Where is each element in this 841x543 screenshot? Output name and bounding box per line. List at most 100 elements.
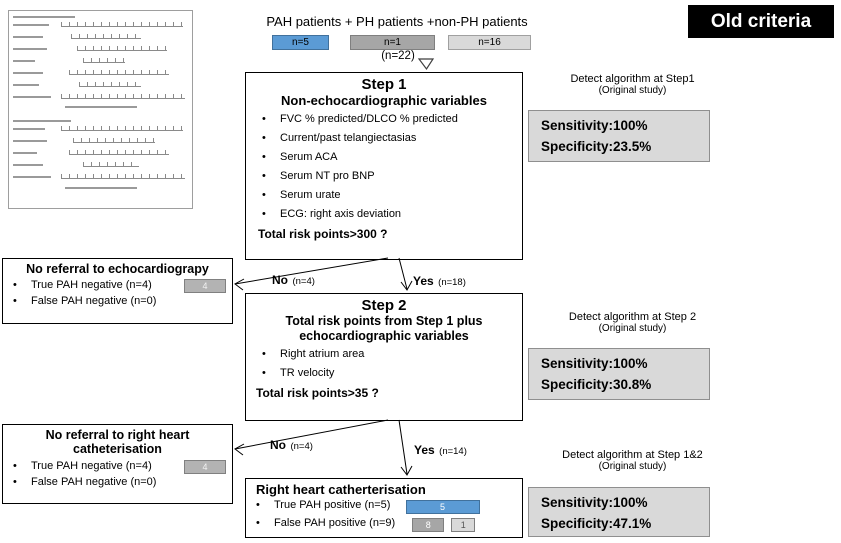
- step1-box: Step 1 Non-echocardiographic variables F…: [245, 72, 523, 260]
- ph-count-badge: 8: [412, 518, 445, 532]
- no-rhc-outcome-list: True PAH negative (n=4) 4 False PAH nega…: [3, 459, 232, 489]
- count-badge: 4: [184, 459, 226, 474]
- group-ph-count: n=1: [350, 35, 435, 50]
- nomogram-thumbnail-image: [8, 10, 193, 209]
- pah-count-badge: 5: [405, 500, 480, 514]
- no-echo-referral-box: No referral to echocardiograpy True PAH …: [2, 258, 233, 324]
- outcome-item: True PAH positive (n=5) 5: [246, 499, 522, 514]
- yes-word: Yes: [413, 274, 434, 288]
- group-pah-count: n=5: [272, 35, 329, 50]
- outcome-text: False PAH negative (n=0): [31, 475, 157, 488]
- nonph-count-badge: 1: [451, 518, 476, 532]
- branch1-yes-label: Yes (n=18): [413, 272, 466, 290]
- step1-variable: FVC % predicted/DLCO % predicted: [246, 113, 522, 126]
- combined-performance-box: Sensitivity:100% Specificity:47.1%: [528, 487, 710, 537]
- specificity-value: Specificity:30.8%: [541, 376, 652, 392]
- no-word: No: [270, 438, 286, 452]
- population-label: PAH patients + PH patients +non-PH patie…: [266, 14, 528, 29]
- step2-threshold-question: Total risk points>35 ?: [256, 385, 379, 400]
- outcome-item: True PAH negative (n=4) 4: [3, 279, 232, 294]
- yes-count: (n=18): [438, 277, 466, 288]
- no-echo-outcome-list: True PAH negative (n=4) 4 False PAH nega…: [3, 279, 232, 308]
- step1-variable: Current/past telangiectasias: [246, 132, 522, 145]
- total-count: (n=22): [381, 50, 415, 62]
- subcaption-text: (Original study): [598, 461, 667, 472]
- outcome-text: False PAH negative (n=0): [31, 295, 157, 308]
- sensitivity-value: Sensitivity:100%: [541, 495, 648, 510]
- count-badge: 4: [184, 279, 226, 294]
- thumbnail-row: [13, 149, 188, 155]
- outcome-text: True PAH negative (n=4): [31, 279, 152, 292]
- outcome-item: False PAH negative (n=0): [3, 295, 232, 308]
- thumbnail-row: [13, 69, 188, 75]
- rhc-outcome-list: True PAH positive (n=5) 5 False PAH posi…: [246, 499, 522, 532]
- thumbnail-row: [13, 93, 188, 99]
- step2-variable: Right atrium area: [246, 348, 522, 361]
- thumbnail-row: [13, 161, 188, 167]
- branch2-no-label: No (n=4): [270, 436, 313, 454]
- step1-variable: Serum ACA: [246, 151, 522, 164]
- no-rhc-referral-box: No referral to right heart catheterisati…: [2, 424, 233, 504]
- step2-subtitle: Total risk points from Step 1 plus echoc…: [285, 314, 483, 343]
- thumbnail-row: [13, 21, 188, 27]
- no-word: No: [272, 273, 288, 287]
- no-count: (n=4): [290, 441, 313, 452]
- thumbnail-row: [13, 57, 188, 63]
- sensitivity-value: Sensitivity:100%: [541, 356, 648, 371]
- no-count: (n=4): [292, 276, 315, 287]
- arrowhead-step2-no: [234, 443, 245, 456]
- step2-performance-box: Sensitivity:100% Specificity:30.8%: [528, 348, 710, 400]
- step2-variable-list: Right atrium area TR velocity: [246, 348, 522, 380]
- thumbnail-row: [13, 137, 188, 143]
- thumbnail-row: [13, 117, 188, 123]
- step1-variable: Serum NT pro BNP: [246, 170, 522, 183]
- outcome-item: False PAH positive (n=9) 8 1: [246, 517, 522, 532]
- sensitivity-value: Sensitivity:100%: [541, 118, 648, 133]
- branch2-yes-label: Yes (n=14): [414, 441, 467, 459]
- yes-word: Yes: [414, 443, 435, 457]
- step1-variable: ECG: right axis deviation: [246, 208, 522, 221]
- outcome-text: True PAH positive (n=5): [274, 499, 391, 511]
- specificity-value: Specificity:23.5%: [541, 138, 652, 154]
- caption-text: Detect algorithm at Step 2: [568, 311, 697, 323]
- step1-performance-box: Sensitivity:100% Specificity:23.5%: [528, 110, 710, 162]
- arrow-step2-yes: [398, 419, 408, 475]
- outcome-item: False PAH negative (n=0): [3, 476, 232, 489]
- step1-title: Step 1: [361, 76, 407, 93]
- branch1-no-label: No (n=4): [272, 271, 315, 289]
- thumbnail-row: [13, 45, 188, 51]
- no-rhc-title: No referral to right heart catheterisati…: [45, 428, 190, 457]
- subcaption-text: (Original study): [598, 85, 667, 96]
- step2-box: Step 2 Total risk points from Step 1 plu…: [245, 293, 523, 421]
- outcome-item: True PAH negative (n=4) 4: [3, 459, 232, 474]
- thumbnail-row: [13, 125, 188, 131]
- arrowhead-step1-yes: [400, 280, 413, 291]
- no-echo-title: No referral to echocardiograpy: [26, 262, 209, 276]
- rhc-box: Right heart catherterisation True PAH po…: [245, 478, 523, 538]
- thumbnail-row: [13, 173, 188, 179]
- combined-performance-caption: Detect algorithm at Step 1&2 (Original s…: [540, 449, 725, 472]
- outcome-text: False PAH positive (n=9): [274, 517, 396, 529]
- step1-variable-list: FVC % predicted/DLCO % predicted Current…: [246, 113, 522, 221]
- arrowhead-step2-yes: [400, 465, 413, 476]
- step1-threshold-question: Total risk points>300 ?: [258, 227, 388, 242]
- thumbnail-row: [13, 13, 188, 19]
- arrow-step1-yes: [398, 257, 408, 290]
- thumbnail-row: [13, 33, 188, 39]
- step1-variable: Serum urate: [246, 189, 522, 202]
- yes-count: (n=14): [439, 446, 467, 457]
- subcaption-text: (Original study): [598, 323, 667, 334]
- specificity-value: Specificity:47.1%: [541, 515, 652, 531]
- arrowhead-step1-no: [234, 278, 245, 291]
- group-nonph-count: n=16: [448, 35, 531, 50]
- thumbnail-row: [13, 81, 188, 87]
- thumbnail-caption: [64, 106, 137, 108]
- thumbnail-caption: [64, 187, 137, 189]
- step2-performance-caption: Detect algorithm at Step 2 (Original stu…: [540, 311, 725, 334]
- step1-performance-caption: Detect algorithm at Step1 (Original stud…: [540, 73, 725, 96]
- step2-title: Step 2: [361, 297, 407, 314]
- outcome-text: True PAH negative (n=4): [31, 459, 152, 472]
- step2-variable: TR velocity: [246, 367, 522, 380]
- rhc-title: Right heart catherterisation: [256, 482, 426, 497]
